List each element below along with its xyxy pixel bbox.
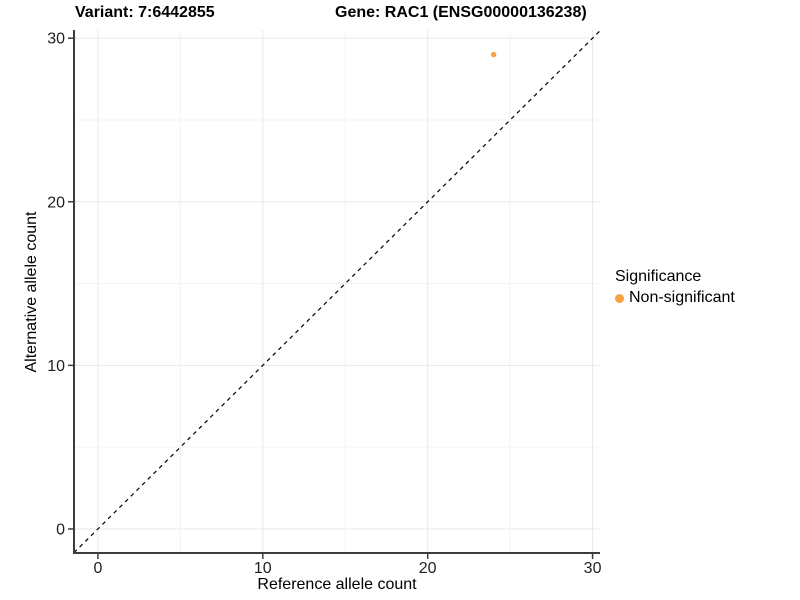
legend-dot-icon [615, 293, 624, 303]
data-point [490, 51, 497, 58]
plot-title-gene: Gene: RAC1 (ENSG00000136238) [335, 4, 587, 21]
plot-title-variant: Variant: 7:6442855 [75, 4, 215, 21]
x-tick-label: 30 [584, 560, 602, 577]
y-tick-label: 30 [47, 31, 65, 48]
y-tick-label: 10 [47, 358, 65, 375]
legend-entry-label: Non-significant [629, 289, 735, 306]
legend-title: Significance [615, 268, 702, 285]
x-axis-title: Reference allele count [257, 576, 417, 593]
legend: Significance Non-significant [615, 268, 735, 307]
x-tick-label: 0 [93, 560, 102, 577]
legend-entry: Non-significant [615, 289, 735, 307]
y-axis-title: Alternative allele count [23, 211, 40, 373]
x-tick-label: 10 [254, 560, 272, 577]
identity-reference-line [73, 30, 601, 554]
y-tick-label: 0 [56, 521, 65, 538]
y-tick-label: 20 [47, 194, 65, 211]
x-tick-label: 20 [419, 560, 437, 577]
